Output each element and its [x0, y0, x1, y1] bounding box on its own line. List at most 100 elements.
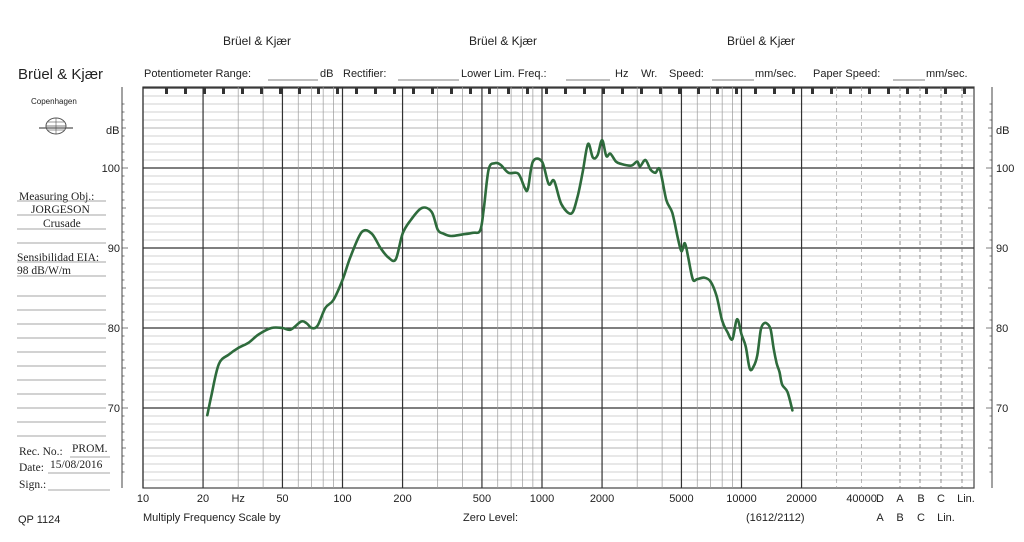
top-tick-mark [241, 88, 244, 94]
filter-label-row2: C [917, 512, 925, 524]
x-tick-label: 20 [197, 493, 209, 505]
x-tick-label: 1000 [530, 493, 554, 505]
x-tick-label: 500 [473, 493, 491, 505]
y-tick-label-right: 100 [996, 163, 1014, 175]
brand-name: Brüel & Kjær [18, 66, 104, 83]
x-tick-label: 20000 [786, 493, 817, 505]
filter-label-row2: Lin. [937, 512, 955, 524]
header-speed-unit: mm/sec. [755, 68, 797, 80]
filter-label-row2: B [896, 512, 903, 524]
header-speed: Speed: [669, 68, 704, 80]
plot-frame [142, 86, 975, 489]
top-brand-1: Brüel & Kjær [223, 34, 292, 48]
top-tick-mark [165, 88, 168, 94]
header-hz-unit: Hz [615, 68, 629, 80]
x-tick-label: 2000 [590, 493, 614, 505]
top-tick-mark [203, 88, 206, 94]
header-paper-speed: Paper Speed: [813, 68, 881, 80]
sensitivity-label: Sensibilidad EIA: [17, 252, 100, 264]
top-tick-mark [431, 88, 434, 94]
sign-label: Sign.: [19, 479, 47, 491]
x-tick-label: 10000 [726, 493, 757, 505]
top-brand-2: Brüel & Kjær [469, 34, 538, 48]
top-tick-mark [963, 88, 966, 94]
y-tick-label-left: 90 [108, 243, 120, 255]
top-tick-mark [469, 88, 472, 94]
top-tick-mark [393, 88, 396, 94]
top-tick-mark [735, 88, 738, 94]
filter-label-row1: B [917, 493, 924, 505]
x-tick-label: 5000 [669, 493, 693, 505]
brand-city: Copenhagen [31, 97, 77, 106]
top-tick-mark [583, 88, 586, 94]
top-tick-mark [545, 88, 548, 94]
top-tick-mark [887, 88, 890, 94]
header-wr: Wr. [641, 68, 658, 80]
top-tick-mark [184, 88, 187, 94]
top-tick-mark [678, 88, 681, 94]
top-tick-mark [716, 88, 719, 94]
x-tick-label: Hz [231, 493, 244, 505]
top-tick-mark [621, 88, 624, 94]
y-tick-label-right: 80 [996, 323, 1008, 335]
top-tick-mark [507, 88, 510, 94]
filter-label-row2: A [876, 512, 884, 524]
date-label: Date: [19, 462, 44, 474]
top-tick-mark [659, 88, 662, 94]
x-tick-label: 40000 [846, 493, 877, 505]
top-tick-mark [868, 88, 871, 94]
x-tick-label: 100 [333, 493, 351, 505]
header-rectifier: Rectifier: [343, 68, 387, 80]
date-value: 15/08/2016 [50, 459, 103, 471]
top-tick-mark [488, 88, 491, 94]
header-potentiometer-range: Potentiometer Range: [144, 68, 252, 80]
top-tick-mark [336, 88, 339, 94]
response-curve [206, 138, 794, 417]
y-unit-right: dB [996, 125, 1009, 137]
y-tick-label-left: 80 [108, 323, 120, 335]
filter-label-row1: Lin. [957, 493, 975, 505]
top-tick-mark [925, 88, 928, 94]
chart-code: (1612/2112) [746, 512, 805, 524]
top-tick-mark [849, 88, 852, 94]
top-tick-mark [222, 88, 225, 94]
y-tick-label-left: 70 [108, 403, 120, 415]
y-unit-left: dB [106, 125, 119, 137]
filter-label-row1: D [876, 493, 884, 505]
top-tick-mark [412, 88, 415, 94]
zero-level: Zero Level: [463, 512, 519, 524]
top-tick-mark [526, 88, 529, 94]
top-tick-mark [754, 88, 757, 94]
header-paper-speed-unit: mm/sec. [926, 68, 968, 80]
form-code: QP 1124 [18, 514, 61, 526]
x-tick-label: 50 [276, 493, 288, 505]
y-tick-label-right: 70 [996, 403, 1008, 415]
top-tick-mark [298, 88, 301, 94]
rec-no-value: PROM. [72, 443, 108, 455]
top-tick-mark [640, 88, 643, 94]
top-tick-mark [260, 88, 263, 94]
y-tick-label-right: 90 [996, 243, 1008, 255]
header-db-unit: dB [320, 68, 334, 80]
top-tick-mark [317, 88, 320, 94]
top-tick-mark [697, 88, 700, 94]
header-lower-lim-freq: Lower Lim. Freq.: [461, 68, 547, 80]
sensitivity-value: 98 dB/W/m [17, 265, 71, 277]
y-tick-label-left: 100 [102, 163, 120, 175]
top-tick-mark [450, 88, 453, 94]
measuring-obj-label: Measuring Obj.: [19, 191, 95, 203]
globe-logo-icon [39, 117, 73, 135]
top-tick-mark [773, 88, 776, 94]
top-tick-mark [279, 88, 282, 94]
top-tick-mark [374, 88, 377, 94]
multiply-frequency-scale: Multiply Frequency Scale by [143, 512, 281, 524]
top-brand-3: Brüel & Kjær [727, 34, 796, 48]
x-tick-label: 200 [393, 493, 411, 505]
top-tick-mark [944, 88, 947, 94]
measuring-obj-value2: Crusade [43, 218, 81, 230]
top-tick-mark [602, 88, 605, 94]
measuring-obj-value1: JORGESON [31, 204, 90, 216]
x-tick-label: 10 [137, 493, 149, 505]
top-tick-mark [830, 88, 833, 94]
